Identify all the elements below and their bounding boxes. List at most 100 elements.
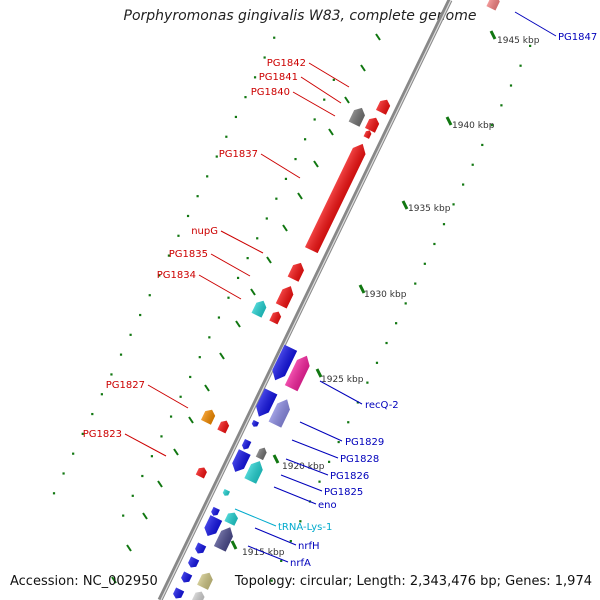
ring-dot <box>423 262 426 265</box>
gene-label-nrfh[interactable]: nrfH <box>298 541 320 552</box>
scale-rings <box>52 36 532 582</box>
gene-nrfa-d <box>173 587 185 599</box>
leader-line <box>198 274 242 300</box>
ring-dot <box>122 514 125 517</box>
scale-tick-minor <box>328 128 334 136</box>
gene-nrfa-c-shade <box>181 571 193 583</box>
gene-label-pg1834[interactable]: PG1834 <box>157 270 196 281</box>
gene-label-pg1827[interactable]: PG1827 <box>106 380 145 391</box>
scale-tick-major <box>272 454 280 464</box>
gene-trna-lys-1-shade <box>222 488 231 496</box>
gene-pg1842 <box>376 99 391 115</box>
scale-label-1930: 1930 kbp <box>364 290 407 300</box>
ring-dot <box>442 223 446 226</box>
gene-label-nupg[interactable]: nupG <box>191 226 218 237</box>
gene-label-nrfa[interactable]: nrfA <box>290 558 311 569</box>
ring-dot <box>217 316 221 319</box>
gene-pg1847-shade <box>486 0 500 11</box>
leader-line <box>299 421 343 442</box>
gene-label-pg1826[interactable]: PG1826 <box>330 471 369 482</box>
ring-dot <box>280 559 283 563</box>
label-leader-lines <box>124 11 557 563</box>
ring-dot <box>52 492 56 495</box>
gene-label-pg1840[interactable]: PG1840 <box>251 87 290 98</box>
ring-dot <box>160 435 163 438</box>
ring-dot <box>236 276 240 280</box>
scale-tick-minor <box>204 384 210 392</box>
gene-pg1837-shade <box>305 143 366 254</box>
gene-label-pg1829[interactable]: PG1829 <box>345 437 384 448</box>
ring-dot <box>332 78 335 81</box>
scale-label-1945: 1945 kbp <box>497 36 540 46</box>
gene-pg1826-shade <box>255 447 267 461</box>
leader-line <box>273 486 317 505</box>
gene-pg1826 <box>255 447 267 461</box>
ring-dot <box>395 322 398 325</box>
ring-dot <box>119 353 123 356</box>
gene-labels: PG1842 PG1841 PG1840 PG1837 nupG PG1835 … <box>83 32 597 569</box>
gene-label-pg1837[interactable]: PG1837 <box>219 149 258 160</box>
gene-pg1826a <box>241 438 252 450</box>
gene-pg1834b <box>269 311 282 325</box>
ring-dot <box>375 361 379 364</box>
ring-dot <box>452 203 455 206</box>
ring-dot <box>385 341 388 345</box>
gene-label-recq-2[interactable]: recQ-2 <box>365 400 399 411</box>
leader-line <box>292 91 336 117</box>
gene-pg1829 <box>256 388 278 417</box>
scale-tick-major <box>230 540 238 550</box>
ring-dot <box>263 56 266 59</box>
gene-label-eno[interactable]: eno <box>318 500 337 511</box>
ring-dot <box>481 143 484 147</box>
ring-dot <box>91 412 94 416</box>
scale-tick-minor <box>344 96 350 104</box>
gene-label-pg1825[interactable]: PG1825 <box>324 487 363 498</box>
leader-line <box>234 508 277 527</box>
scale-tick-minor <box>111 576 117 584</box>
gene-nupg <box>287 262 304 282</box>
ring-dot <box>208 336 211 339</box>
ring-dot <box>318 480 321 483</box>
scale-tick-minor <box>157 480 163 488</box>
scale-label-1915: 1915 kbp <box>242 548 285 558</box>
ring-dot <box>189 375 192 379</box>
ring-dot <box>72 452 75 455</box>
gene-label-pg1828[interactable]: PG1828 <box>340 454 379 465</box>
ring-dot <box>347 421 350 424</box>
ring-dot <box>110 373 113 376</box>
ring-dot <box>327 460 331 463</box>
ring-dot <box>273 36 276 39</box>
gene-pg1825 <box>244 461 263 484</box>
gene-pg1828 <box>268 399 290 428</box>
gene-label-pg1847[interactable]: PG1847 <box>558 32 597 43</box>
gene-label-trna-lys-1[interactable]: tRNA-Lys-1 <box>278 522 332 533</box>
ring-dot <box>303 138 307 141</box>
scale-tick-major <box>445 116 453 126</box>
gene-label-pg1842[interactable]: PG1842 <box>267 58 306 69</box>
gene-recq-blue-shade <box>272 344 298 381</box>
gene-label-pg1823[interactable]: PG1823 <box>83 429 122 440</box>
gene-pg1834 <box>251 300 267 318</box>
gene-eno-a-shade <box>211 506 220 516</box>
leader-line <box>254 527 297 546</box>
scale-tick-minor <box>219 352 225 360</box>
scale-tick-minor <box>360 64 366 72</box>
gene-label-pg1841[interactable]: PG1841 <box>259 72 298 83</box>
ring-dot <box>62 472 65 475</box>
ring-dot <box>246 257 249 260</box>
gene-label-pg1835[interactable]: PG1835 <box>169 249 208 260</box>
gene-pg1842-shade <box>376 99 391 115</box>
gene-pg1840-shade <box>348 107 365 127</box>
gene-pg1827b <box>217 420 230 434</box>
gene-pg1827 <box>201 409 216 425</box>
ring-dot <box>198 356 201 359</box>
ring-dot <box>196 195 199 198</box>
ring-dot <box>265 217 268 220</box>
gene-pg1825-shade <box>244 461 263 484</box>
ring-dot <box>148 294 151 297</box>
leader-line <box>247 545 289 563</box>
ring-dot <box>158 274 161 277</box>
ring-dot <box>81 432 84 435</box>
gene-nrfh-b-shade <box>224 512 238 526</box>
leader-line <box>147 384 189 409</box>
